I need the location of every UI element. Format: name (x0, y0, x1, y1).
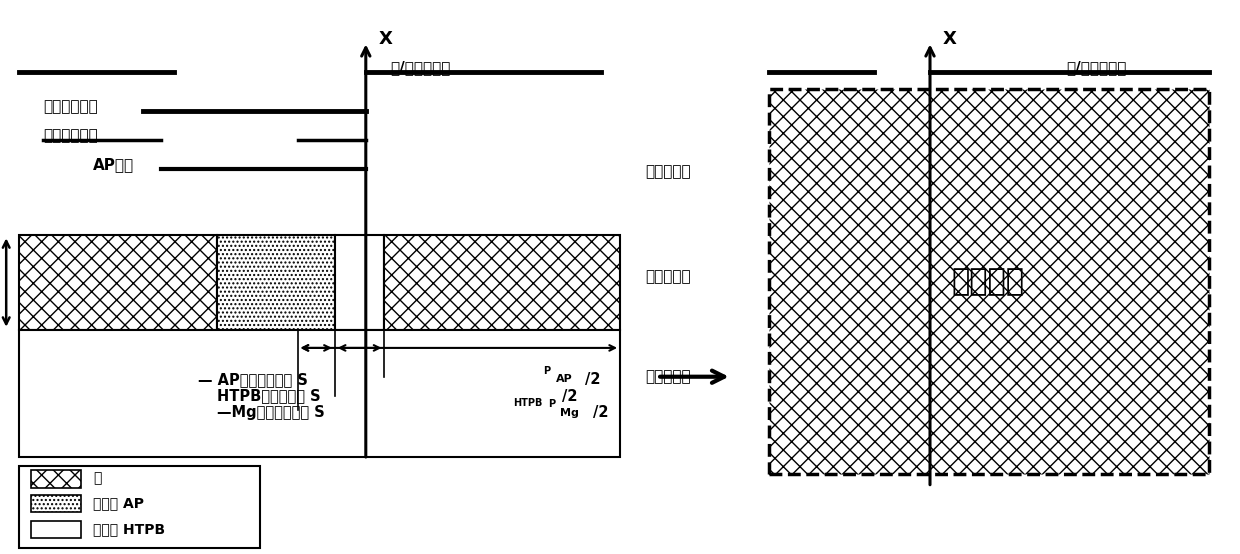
Text: P: P (548, 399, 556, 409)
Text: X: X (378, 30, 392, 48)
Text: 气相反应区: 气相反应区 (645, 164, 691, 179)
Text: 燃料系统: 燃料系统 (952, 267, 1024, 296)
Text: HTPB: HTPB (513, 398, 543, 408)
Text: AP火焰: AP火焰 (93, 157, 134, 173)
Bar (769, 89, 1209, 474)
Bar (217, 235, 335, 330)
Bar (19, 330, 620, 457)
Text: —Mg半燃烧平面积 S: —Mg半燃烧平面积 S (217, 405, 325, 420)
Bar (19, 235, 217, 330)
Text: 氧化剂 AP: 氧化剂 AP (93, 496, 144, 510)
Text: P: P (543, 366, 551, 376)
Text: 镇: 镇 (93, 471, 102, 485)
Text: 情性加热区: 情性加热区 (645, 369, 691, 384)
Text: 镁/水燃烧火焰: 镁/水燃烧火焰 (1066, 60, 1127, 75)
Text: /2: /2 (585, 372, 600, 387)
Bar (31, 495, 81, 512)
Text: 黏合剂 HTPB: 黏合剂 HTPB (93, 522, 165, 536)
Text: X: X (942, 30, 956, 48)
Text: 初始扩散火焰: 初始扩散火焰 (43, 128, 98, 143)
Text: Mg: Mg (560, 408, 579, 418)
Bar (335, 235, 384, 330)
Text: 镁/水燃烧火焰: 镁/水燃烧火焰 (391, 60, 451, 75)
Text: — AP半燃烧平面积 S: — AP半燃烧平面积 S (198, 372, 309, 387)
Bar (31, 521, 81, 538)
Bar (19, 466, 260, 548)
Text: HTPB半燃烧面积 S: HTPB半燃烧面积 S (217, 388, 321, 404)
Text: 凝相反应区: 凝相反应区 (645, 269, 691, 285)
Text: AP: AP (556, 375, 573, 384)
Bar (31, 470, 81, 488)
Text: /2: /2 (593, 405, 609, 420)
Bar (384, 235, 620, 330)
Text: 最终扩散火焰: 最终扩散火焰 (43, 99, 98, 114)
Text: /2: /2 (562, 388, 578, 404)
